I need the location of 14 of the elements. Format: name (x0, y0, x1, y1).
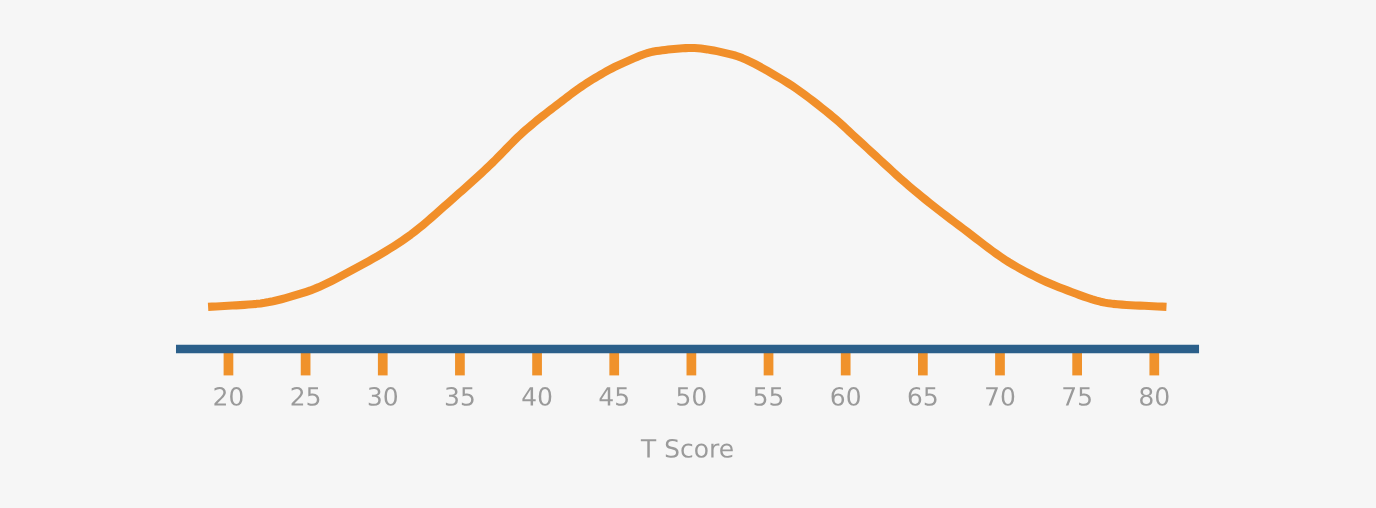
x-tick-label: 50 (677, 386, 706, 406)
x-tick-label: 40 (522, 386, 552, 406)
x-tick-label: 20 (214, 386, 243, 406)
x-tick-label: 60 (831, 386, 860, 406)
x-tick-label: 80 (1140, 386, 1169, 406)
x-tick-label: 35 (445, 386, 474, 406)
x-axis-title: T Score (640, 438, 733, 458)
x-tick-label: 30 (368, 386, 398, 406)
x-tick-label: 65 (908, 386, 937, 406)
x-tick-label: 45 (599, 387, 628, 406)
x-tick-label: 55 (754, 387, 783, 406)
x-tick-label: 25 (291, 386, 320, 406)
x-tick-label: 75 (1063, 387, 1091, 406)
x-tick-label: 70 (986, 386, 1015, 406)
